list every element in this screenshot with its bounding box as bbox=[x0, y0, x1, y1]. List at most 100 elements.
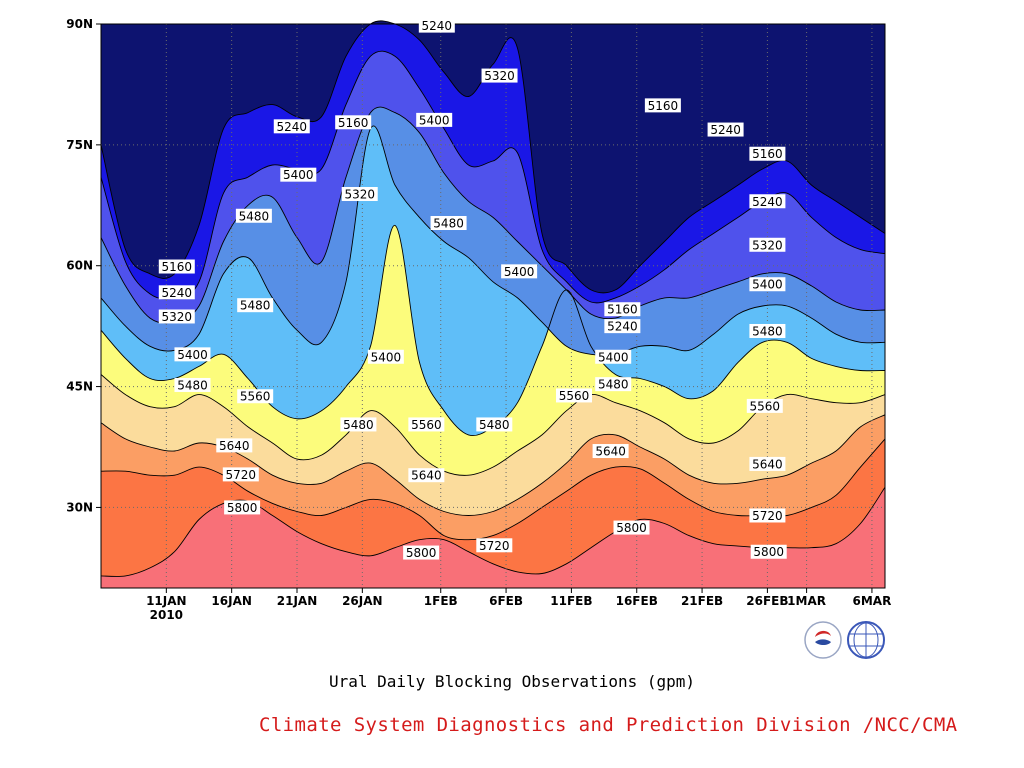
contour-label-text: 5320 bbox=[344, 188, 375, 202]
contour-label-text: 5720 bbox=[479, 539, 510, 553]
x-tick-label: 1FEB bbox=[424, 594, 458, 608]
contour-label: 5480 bbox=[174, 377, 211, 392]
y-tick-label: 45N bbox=[66, 380, 93, 394]
contour-label: 5560 bbox=[556, 388, 593, 403]
contour-label: 5240 bbox=[273, 119, 310, 134]
contour-label-text: 5560 bbox=[240, 390, 271, 404]
contour-label-box bbox=[556, 388, 593, 403]
contour-label-box bbox=[750, 544, 787, 559]
contour-label-box bbox=[222, 467, 259, 482]
contour-label: 5480 bbox=[235, 208, 272, 223]
contour-label-box bbox=[280, 167, 317, 182]
contour-label-box bbox=[749, 456, 786, 471]
contour-label: 5240 bbox=[604, 319, 641, 334]
contour-label-text: 5480 bbox=[177, 378, 208, 392]
contour-label-box bbox=[158, 259, 195, 274]
contour-label-text: 5240 bbox=[607, 320, 638, 334]
contour-label-box bbox=[158, 285, 195, 300]
credit-line: Climate System Diagnostics and Predictio… bbox=[259, 714, 958, 736]
contour-label-box bbox=[216, 438, 253, 453]
contour-label-box bbox=[749, 146, 786, 161]
contour-label-box bbox=[224, 500, 261, 515]
contour-label: 5400 bbox=[367, 349, 404, 364]
contour-label-box bbox=[644, 98, 681, 113]
contour-label-box bbox=[430, 216, 467, 231]
ncc-logo bbox=[847, 621, 885, 659]
contour-label-box bbox=[237, 298, 274, 313]
contour-label: 5560 bbox=[746, 398, 783, 413]
contour-label-text: 5480 bbox=[239, 209, 270, 223]
contour-label: 5400 bbox=[501, 264, 538, 279]
contour-label-box bbox=[174, 377, 211, 392]
contour-label-box bbox=[592, 444, 629, 459]
x-tick-label: 6MAR bbox=[853, 594, 892, 608]
contour-label-text: 5640 bbox=[595, 445, 626, 459]
plot-frame bbox=[100, 23, 886, 589]
contour-label: 5400 bbox=[595, 349, 632, 364]
contour-label: 5720 bbox=[749, 508, 786, 523]
contour-label-box bbox=[707, 122, 744, 137]
contour-label-text: 5400 bbox=[419, 113, 450, 127]
y-tick-label: 75N bbox=[66, 138, 93, 152]
contour-label-box bbox=[418, 18, 455, 33]
contour-label-text: 5400 bbox=[504, 265, 535, 279]
axis-ticks: 11JAN 16JAN 21JAN 26JAN 1FEB 6FEB 11FEB 16FEB 21… bbox=[66, 17, 891, 622]
contour-label-text: 5240 bbox=[422, 19, 453, 33]
contour-label-box bbox=[604, 319, 641, 334]
contour-label: 5800 bbox=[403, 545, 440, 560]
contour-label: 5720 bbox=[222, 467, 259, 482]
x-tick-label: 11FEB bbox=[550, 594, 592, 608]
contour-label-box bbox=[341, 187, 378, 202]
contour-label-box bbox=[613, 520, 650, 535]
contour-label-box bbox=[235, 208, 272, 223]
contour-label-box bbox=[481, 68, 518, 83]
y-tick-label: 60N bbox=[66, 259, 93, 273]
chart-caption: Ural Daily Blocking Observations (gpm) bbox=[328, 672, 696, 691]
contour-line-5320 bbox=[100, 106, 886, 324]
contour-label: 5800 bbox=[613, 520, 650, 535]
contour-label-text: 5720 bbox=[226, 468, 257, 482]
contour-label-text: 5160 bbox=[648, 99, 679, 113]
contour-label-text: 5800 bbox=[227, 501, 258, 515]
contour-label-text: 5720 bbox=[752, 509, 783, 523]
contour-label-box bbox=[158, 309, 195, 324]
contour-label-box bbox=[476, 417, 513, 432]
contour-label-text: 5800 bbox=[406, 546, 437, 560]
contour-label: 5640 bbox=[408, 468, 445, 483]
contour-label-box bbox=[340, 417, 377, 432]
contour-label: 5240 bbox=[749, 194, 786, 209]
contour-label-text: 5480 bbox=[598, 378, 629, 392]
contour-label-text: 5400 bbox=[177, 348, 208, 362]
contour-label-text: 5640 bbox=[752, 457, 783, 471]
contour-labels: 5240 5320 5160 5240 5160 5240 5320 5400 5480 5560… bbox=[158, 18, 787, 560]
contour-label-text: 5400 bbox=[371, 350, 402, 364]
contour-label-box bbox=[174, 347, 211, 362]
contour-label: 5160 bbox=[604, 302, 641, 317]
contour-label-box bbox=[749, 508, 786, 523]
contour-label-text: 5400 bbox=[752, 278, 783, 292]
contour-label: 5320 bbox=[749, 237, 786, 252]
contour-line-5400 bbox=[100, 125, 886, 356]
contour-label-box bbox=[749, 277, 786, 292]
contour-label-text: 5240 bbox=[752, 195, 783, 209]
contour-label-text: 5640 bbox=[411, 469, 442, 483]
contour-label-text: 5320 bbox=[162, 310, 193, 324]
contour-label-box bbox=[749, 323, 786, 338]
contour-label-text: 5480 bbox=[343, 418, 374, 432]
contour-line-5160 bbox=[100, 20, 886, 294]
x-tick-label: 11JAN bbox=[146, 594, 187, 608]
x-tick-label: 26JAN bbox=[342, 594, 383, 608]
contour-label-box bbox=[416, 112, 453, 127]
contour-label-box bbox=[595, 377, 632, 392]
contour-label: 5640 bbox=[749, 456, 786, 471]
contour-label-text: 5320 bbox=[752, 238, 783, 252]
contour-label-text: 5560 bbox=[559, 389, 590, 403]
contour-label-text: 5480 bbox=[433, 217, 464, 231]
contour-label-box bbox=[604, 302, 641, 317]
contour-label-text: 5240 bbox=[162, 286, 193, 300]
contour-label-text: 5320 bbox=[484, 69, 515, 83]
contour-label: 5560 bbox=[408, 417, 445, 432]
x-tick-label: 16FEB bbox=[616, 594, 658, 608]
contour-label: 5240 bbox=[707, 122, 744, 137]
contour-label-text: 5400 bbox=[283, 168, 314, 182]
